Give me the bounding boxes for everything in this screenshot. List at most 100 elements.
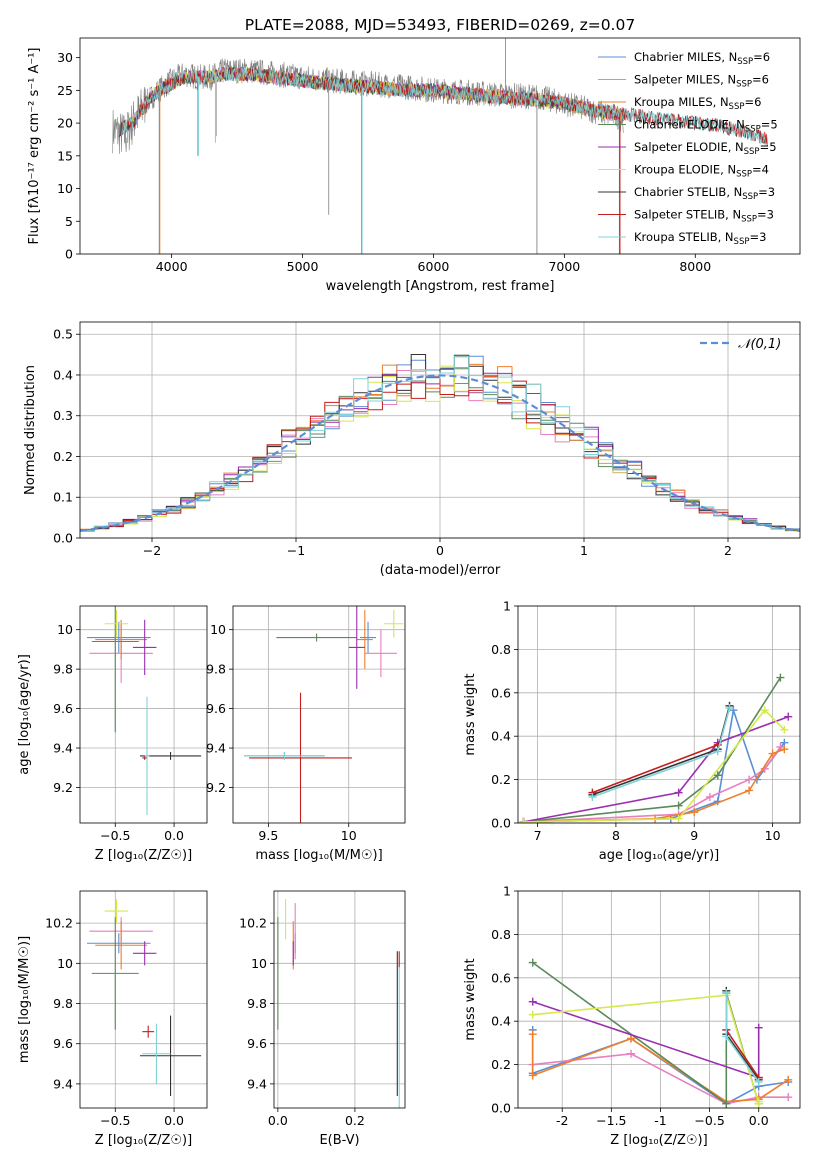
mass-age-point-chabrier-elodie xyxy=(276,633,357,642)
z-mass-ytick-label: 9.4 xyxy=(53,1076,73,1091)
age-weight-xtick-label: 7 xyxy=(534,828,542,843)
age-weight-series-salpeter-miles-marker xyxy=(745,775,754,784)
residuals-ytick-label: 0.5 xyxy=(53,327,73,342)
age-weight-series-kroupa-elodie-marker xyxy=(674,814,683,823)
z-mass-xtick-label: −0.5 xyxy=(100,1113,130,1128)
residuals-xtick-label: −1 xyxy=(287,543,305,558)
z-age-point-salpeter-elodie xyxy=(132,619,157,676)
z-mass-point-salpeter-stelib xyxy=(142,1025,155,1038)
residuals-ytick-label: 0.2 xyxy=(53,449,73,464)
legend-label-salpeter-miles: Salpeter MILES, NSSP=6 xyxy=(634,73,769,90)
figure-title: PLATE=2088, MJD=53493, FIBERID=0269, z=0… xyxy=(245,16,635,34)
spectrum-chart: 4000 5000 6000 7000 8000 0 5 10 15 20 25 30 waveleng… xyxy=(27,37,801,294)
age-weight-series-salpeter-miles-line xyxy=(523,746,782,823)
ebv-mass-chart: 0.0 0.2 9.4 9.6 9.8 10 10.2 E(B-V) xyxy=(239,890,406,1148)
age-weight-series-kroupa-miles-marker xyxy=(745,786,754,795)
age-weight-series-salpeter-stelib-line xyxy=(592,744,719,794)
z-weight-ytick-label: 1 xyxy=(503,884,511,899)
age-weight-ylabel: mass weight xyxy=(463,673,478,755)
z-weight-series-kroupa-stelib-marker xyxy=(754,1077,763,1086)
z-weight-series-kroupa-miles-line xyxy=(531,1034,789,1103)
mass-age-ytick-label: 9.4 xyxy=(206,741,226,756)
age-weight-series-chabrier-miles-line xyxy=(523,709,785,823)
z-age-chart: −0.5 0.0 9.2 9.4 9.6 9.8 10 Z [log₁₀(Z/Z☉)] age … xyxy=(17,605,208,863)
residuals-xtick-label: 0 xyxy=(436,543,444,558)
z-age-point-kroupa-miles xyxy=(95,619,148,660)
z-mass-point-salpeter-elodie xyxy=(132,941,157,966)
spectrum-xtick-label: 5000 xyxy=(287,259,319,274)
ebv-mass-ytick-label: 9.6 xyxy=(247,1036,267,1051)
z-weight-series-kroupa-elodie-marker xyxy=(754,1097,763,1106)
z-age-frame xyxy=(79,605,208,824)
z-mass-ylabel: mass [log₁₀(M/M☉)] xyxy=(17,936,32,1063)
z-weight-ytick-label: 0.0 xyxy=(491,1101,511,1116)
legend-label-chabrier-elodie: Chabrier ELODIE, NSSP=5 xyxy=(634,118,778,135)
z-age-ylabel: age [log₁₀(age/yr)] xyxy=(17,654,32,775)
z-mass-ticks: −0.5 0.0 9.4 9.6 9.8 10 10.2 xyxy=(45,916,184,1128)
z-mass-xtick-label: 0.0 xyxy=(164,1113,184,1128)
z-age-grid xyxy=(80,606,207,823)
z-age-ytick-label: 9.6 xyxy=(53,701,73,716)
z-weight-ticks: -2 −1.5 -1 −0.5 0.0 0.0 0.2 0.4 0.6 0.8 1 xyxy=(491,884,769,1129)
residuals-xlabel: (data-model)/error xyxy=(380,563,501,578)
residuals-xtick-label: 1 xyxy=(580,543,588,558)
legend-label-kroupa-stelib: Kroupa STELIB, NSSP=3 xyxy=(634,230,766,247)
ebv-mass-grid xyxy=(274,891,405,1108)
z-mass-point-kroupa-elodie xyxy=(104,899,129,924)
z-mass-point-chabrier-miles xyxy=(87,933,151,954)
age-weight-ytick-label: 0.6 xyxy=(491,685,511,700)
legend-label-kroupa-elodie: Kroupa ELODIE, NSSP=4 xyxy=(634,163,769,180)
age-weight-series-chabrier-elodie-line xyxy=(523,677,782,823)
age-weight-series-kroupa-elodie-marker xyxy=(760,706,769,715)
z-age-ytick-label: 9.8 xyxy=(53,662,73,677)
age-weight-ytick-label: 0.4 xyxy=(491,729,511,744)
legend-label-chabrier-miles: Chabrier MILES, NSSP=6 xyxy=(634,50,770,67)
ebv-mass-ticks: 0.0 0.2 9.4 9.6 9.8 10 10.2 xyxy=(239,916,365,1128)
mass-age-xtick-label: 9.5 xyxy=(258,828,278,843)
z-weight-ylabel: mass weight xyxy=(463,958,478,1040)
ebv-mass-xtick-label: 0.0 xyxy=(268,1113,288,1128)
ebv-mass-xlabel: E(B-V) xyxy=(319,1133,359,1148)
z-weight-series-kroupa-miles-marker xyxy=(784,1075,793,1084)
z-mass-chart: −0.5 0.0 9.4 9.6 9.8 10 10.2 Z [log₁₀(Z/Z☉)] mas… xyxy=(17,890,208,1148)
spectrum-xtick-label: 7000 xyxy=(548,259,580,274)
spectrum-legend: Chabrier MILES, NSSP=6 Salpeter MILES, NS… xyxy=(598,50,778,247)
spectrum-xtick-label: 6000 xyxy=(418,259,450,274)
z-age-xtick-label: 0.0 xyxy=(164,828,184,843)
age-weight-series-chabrier-elodie-marker xyxy=(713,771,722,780)
z-weight-frame xyxy=(517,890,801,1109)
z-weight-series-salpeter-miles-marker xyxy=(784,1093,793,1102)
age-weight-xtick-label: 9 xyxy=(690,828,698,843)
z-age-point-kroupa-elodie xyxy=(104,609,129,638)
mass-age-xlabel: mass [log₁₀(M/M☉)] xyxy=(255,848,382,863)
normal-reference-curve xyxy=(80,374,800,532)
mass-age-point-salpeter-stelib xyxy=(249,692,352,823)
legend-label-normal: 𝒩(0,1) xyxy=(738,337,781,352)
residuals-xtick-label: 2 xyxy=(724,543,732,558)
z-age-xtick-label: −0.5 xyxy=(100,828,130,843)
age-weight-series-kroupa-elodie-line xyxy=(523,709,785,823)
z-weight-series-salpeter-miles-marker xyxy=(626,1049,635,1058)
z-mass-point-chabrier-elodie xyxy=(91,917,139,1030)
age-weight-ytick-label: 0.0 xyxy=(491,816,511,831)
charts-group: 4000 5000 6000 7000 8000051015202530waveleng… xyxy=(17,37,801,1148)
mass-age-ytick-label: 9.6 xyxy=(206,701,226,716)
mass-age-frame xyxy=(232,605,406,824)
z-mass-plot-area xyxy=(87,899,202,1096)
age-weight-series-kroupa-stelib-marker xyxy=(713,747,722,756)
z-weight-xtick-label: −1.5 xyxy=(596,1113,626,1128)
residuals-plot-area xyxy=(80,354,800,532)
z-age-ticks: −0.5 0.0 9.2 9.4 9.6 9.8 10 xyxy=(53,622,184,843)
z-weight-series-chabrier-stelib-line xyxy=(725,990,760,1081)
residuals-ylabel: Normed distribution xyxy=(23,365,38,495)
residuals-ytick-label: 0.1 xyxy=(53,490,73,505)
legend-label-salpeter-stelib: Salpeter STELIB, NSSP=3 xyxy=(634,208,774,225)
ebv-mass-frame xyxy=(273,890,406,1109)
age-weight-series-salpeter-elodie-line xyxy=(523,715,789,823)
mass-age-point-salpeter-elodie xyxy=(348,606,365,689)
legend-label-salpeter-elodie: Salpeter ELODIE, NSSP=5 xyxy=(634,140,777,157)
z-mass-point-kroupa-miles xyxy=(95,921,148,970)
residuals-ytick-label: 0.0 xyxy=(53,531,73,546)
mass-age-ticks: 9.5 10 9.2 9.4 9.6 9.8 10 xyxy=(206,622,357,843)
ebv-mass-ytick-label: 9.8 xyxy=(247,996,267,1011)
